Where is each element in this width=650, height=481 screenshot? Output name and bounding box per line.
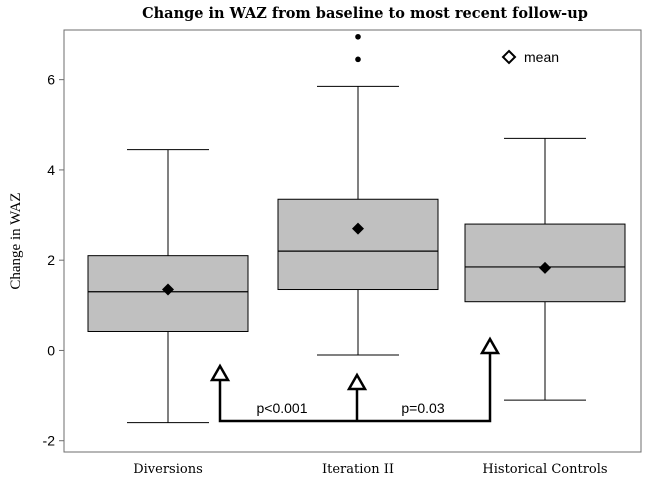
y-tick-label: 2 <box>47 252 55 268</box>
comparison-p-value: p<0.001 <box>257 400 308 416</box>
y-tick-label: 4 <box>47 162 55 178</box>
y-axis: -2 0 2 4 6 <box>43 72 64 449</box>
box-group: Iteration II <box>277 33 439 477</box>
box-group: Diversions <box>87 149 249 477</box>
legend-label: mean <box>524 49 559 65</box>
comparison-p-value: p=0.03 <box>401 400 444 416</box>
outlier-point <box>355 56 361 63</box>
comparison-arrowhead <box>346 372 368 391</box>
y-tick-label: 6 <box>47 72 55 88</box>
iqr-box <box>277 198 439 291</box>
mean-marker <box>539 261 551 274</box>
legend: mean <box>501 49 559 65</box>
y-tick-label: 0 <box>47 342 55 358</box>
comparison-annotations: p<0.001 p=0.03 <box>209 336 501 423</box>
box-plot-series: Diversions Iteration II Historical Control… <box>87 33 626 477</box>
chart-title: Change in WAZ from baseline to most rece… <box>142 5 588 22</box>
x-category-label: Diversions <box>133 462 203 477</box>
y-axis-label: Change in WAZ <box>8 192 24 289</box>
box-group: Historical Controls <box>464 137 626 477</box>
x-category-label: Historical Controls <box>482 462 607 477</box>
legend-mean-marker <box>501 49 517 65</box>
mean-marker <box>162 283 174 296</box>
comparison-bracket <box>218 352 492 423</box>
x-category-label: Iteration II <box>322 462 394 477</box>
comparison-arrowhead <box>209 363 231 382</box>
plot-frame <box>63 29 642 453</box>
comparison-arrowhead <box>479 336 501 355</box>
outlier-point <box>355 33 361 40</box>
y-tick-label: -2 <box>43 433 56 449</box>
mean-marker <box>352 222 364 235</box>
